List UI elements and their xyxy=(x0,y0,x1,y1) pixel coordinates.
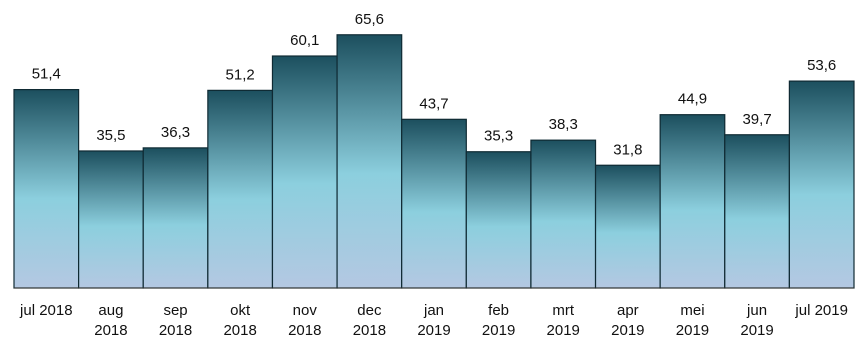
category-label-7: jan 2019 xyxy=(417,302,450,339)
bar-1 xyxy=(13,88,80,289)
value-label-9: 38,3 xyxy=(549,116,578,133)
category-label-3: sep 2018 xyxy=(159,302,192,339)
category-label-10: apr 2019 xyxy=(611,302,644,339)
bars-group xyxy=(13,34,855,289)
value-label-11: 44,9 xyxy=(678,91,707,108)
category-label-line: mei xyxy=(680,302,704,319)
category-labels-group: jul 2018 aug 2018 sep 2018 okt 2018 nov 2018 dec 2… xyxy=(19,302,848,339)
category-label-line: 2018 xyxy=(288,322,321,339)
bar-6 xyxy=(336,34,403,289)
category-label-line: jun xyxy=(746,302,767,319)
category-label-line: 2018 xyxy=(353,322,386,339)
value-label-10: 31,8 xyxy=(613,141,642,158)
category-label-line: feb xyxy=(488,302,509,319)
bar-7 xyxy=(401,118,467,289)
value-label-1: 51,4 xyxy=(32,66,61,83)
category-label-2: aug 2018 xyxy=(94,302,127,339)
category-label-13: jul 2019 xyxy=(794,302,848,319)
category-label-line: sep xyxy=(163,302,187,319)
category-label-line: jul 2018 xyxy=(19,302,73,319)
category-label-line: 2019 xyxy=(482,322,515,339)
category-label-line: 2018 xyxy=(159,322,192,339)
category-label-line: nov xyxy=(293,302,318,319)
category-label-4: okt 2018 xyxy=(223,302,256,339)
category-label-12: jun 2019 xyxy=(740,302,773,339)
category-label-line: jul 2019 xyxy=(794,302,848,319)
value-label-2: 35,5 xyxy=(96,127,125,144)
category-label-line: 2019 xyxy=(611,322,644,339)
category-label-line: 2019 xyxy=(417,322,450,339)
bar-11 xyxy=(659,114,726,289)
bar-12 xyxy=(724,134,790,289)
bar-8 xyxy=(465,151,532,289)
category-label-line: dec xyxy=(357,302,382,319)
category-label-line: 2019 xyxy=(740,322,773,339)
bar-9 xyxy=(530,139,597,289)
category-label-line: 2019 xyxy=(547,322,580,339)
category-label-line: 2018 xyxy=(223,322,256,339)
category-label-5: nov 2018 xyxy=(288,302,321,339)
category-label-line: okt xyxy=(230,302,251,319)
bar-4 xyxy=(207,89,274,289)
value-label-6: 65,6 xyxy=(355,11,384,28)
bar-5 xyxy=(271,55,338,289)
value-labels-group: 51,4 35,5 36,3 51,2 60,1 65,6 43,7 35,3 38,3 31,8… xyxy=(32,11,837,158)
category-label-1: jul 2018 xyxy=(19,302,73,319)
category-label-line: aug xyxy=(98,302,123,319)
bar-13 xyxy=(788,80,855,289)
value-label-8: 35,3 xyxy=(484,128,513,145)
category-label-9: mrt 2019 xyxy=(547,302,580,339)
category-label-11: mei 2019 xyxy=(676,302,709,339)
category-label-line: 2018 xyxy=(94,322,127,339)
value-label-4: 51,2 xyxy=(226,66,255,83)
category-label-line: jan xyxy=(423,302,444,319)
value-label-7: 43,7 xyxy=(419,95,448,112)
category-label-6: dec 2018 xyxy=(353,302,386,339)
bar-2 xyxy=(78,150,144,289)
value-label-13: 53,6 xyxy=(807,57,836,74)
value-label-5: 60,1 xyxy=(290,32,319,49)
category-label-8: feb 2019 xyxy=(482,302,515,339)
category-label-line: 2019 xyxy=(676,322,709,339)
bar-3 xyxy=(142,147,209,289)
value-label-3: 36,3 xyxy=(161,124,190,141)
category-label-line: mrt xyxy=(552,302,574,319)
bar-10 xyxy=(594,164,661,289)
category-label-line: apr xyxy=(617,302,639,319)
value-label-12: 39,7 xyxy=(742,111,771,128)
